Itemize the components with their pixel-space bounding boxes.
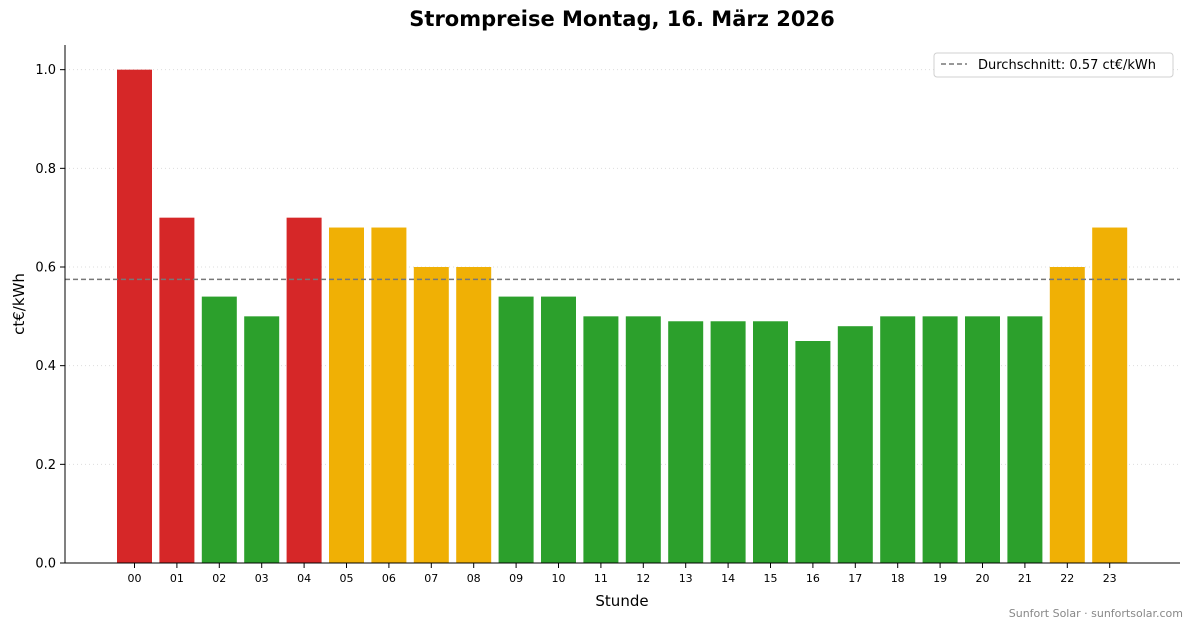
y-tick-label: 1.0 [35,63,56,78]
bar-hour-04 [286,217,322,563]
x-tick-label: 18 [891,572,905,585]
x-tick-label: 22 [1060,572,1074,585]
x-tick-label: 23 [1103,572,1117,585]
bar-hour-01 [159,217,195,563]
bars [117,69,1128,564]
x-tick-label: 05 [340,572,354,585]
x-tick-label: 06 [382,572,396,585]
bar-hour-14 [710,321,746,563]
bar-hour-13 [668,321,704,563]
legend: Durchschnitt: 0.57 ct€/kWh [933,52,1174,78]
x-tick-label: 21 [1018,572,1032,585]
x-axis-label: Stunde [595,592,648,610]
bar-hour-17 [837,326,873,563]
x-tick-label: 15 [764,572,778,585]
y-tick-label: 0.8 [35,162,56,177]
bar-hour-03 [244,316,280,563]
bar-hour-15 [753,321,788,563]
y-tick-label: 0.0 [35,557,56,572]
bar-hour-21 [1007,316,1043,563]
legend-box [933,52,1174,78]
x-tick-label: 17 [848,572,862,585]
bar-hour-05 [329,227,364,564]
x-tick-label: 03 [255,572,269,585]
x-ticks: 00 01 02 03 04 05 06 07 08 09 10 11 12 13 14 15 16 17 18 19… [128,563,1117,585]
y-tick-label: 0.4 [35,359,56,374]
x-tick-label: 04 [297,572,311,585]
y-ticks: 0.0 0.2 0.4 0.6 0.8 1.0 [35,63,65,572]
x-tick-label: 13 [679,572,693,585]
x-tick-label: 14 [721,572,735,585]
legend-label: Durchschnitt: 0.57 ct€/kWh [978,58,1156,73]
x-tick-label: 02 [212,572,226,585]
bar-hour-00 [117,69,152,564]
bar-hour-23 [1092,227,1128,564]
y-tick-label: 0.6 [35,261,56,276]
x-tick-label: 20 [976,572,990,585]
x-tick-label: 09 [509,572,523,585]
chart-title: Strompreise Montag, 16. März 2026 [409,7,834,31]
bar-hour-10 [541,296,576,563]
x-tick-label: 11 [594,572,608,585]
y-axis-label: ct€/kWh [10,273,28,335]
x-tick-label: 00 [128,572,142,585]
bar-hour-08 [456,267,492,563]
x-tick-label: 01 [170,572,184,585]
bar-hour-02 [201,296,237,563]
y-tick-label: 0.2 [35,458,56,473]
bar-hour-22 [1049,267,1085,563]
bar-hour-12 [625,316,661,563]
bar-hour-18 [880,316,916,563]
x-tick-label: 07 [424,572,438,585]
bar-hour-09 [498,296,534,563]
credit-text: Sunfort Solar · sunfortsolar.com [1009,607,1183,620]
x-tick-label: 10 [552,572,566,585]
bar-hour-20 [965,316,1000,563]
bar-hour-16 [795,341,831,563]
x-tick-label: 16 [806,572,820,585]
bar-hour-19 [922,316,958,563]
x-tick-label: 19 [933,572,947,585]
bar-hour-11 [583,316,619,563]
x-tick-label: 08 [467,572,481,585]
x-tick-label: 12 [636,572,650,585]
bar-hour-06 [371,227,407,564]
bar-hour-07 [413,267,449,563]
